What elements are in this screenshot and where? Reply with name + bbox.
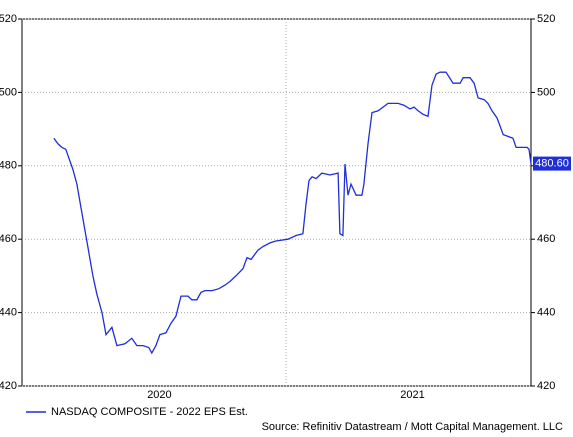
y-tick-label: 460 [0,233,17,245]
last-value-label: 480.60 [535,158,569,170]
y-tick-label: 440 [0,307,17,319]
y-tick-label: 420 [0,380,17,392]
y2-tick-label: 420 [537,380,555,392]
y2-tick-label: 520 [537,13,555,25]
plot-frame [21,18,532,387]
x-tick-label: 2020 [147,389,171,401]
y-tick-label: 500 [0,86,17,98]
last-value-box [533,156,571,171]
source: Source: Refinitiv Datastream / Mott Capi… [262,421,563,433]
y-tick-label: 480 [0,160,17,172]
x-tick-label: 2021 [400,389,424,401]
legend-label: NASDAQ COMPOSITE - 2022 EPS Est. [51,406,248,418]
series-line [53,71,532,355]
y2-tick-label: 460 [537,233,555,245]
y-tick-label: 520 [0,13,17,25]
y2-tick-label: 440 [537,307,555,319]
y2-tick-label: 500 [537,86,555,98]
